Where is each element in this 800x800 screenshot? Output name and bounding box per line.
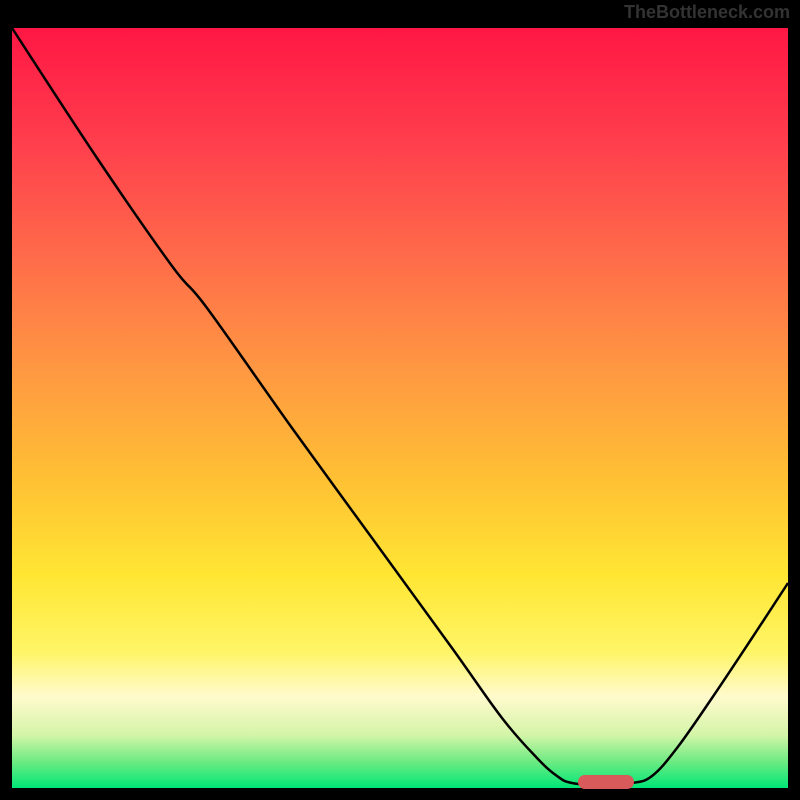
watermark-text: TheBottleneck.com <box>624 2 790 23</box>
chart-area <box>12 28 788 788</box>
optimal-marker <box>578 775 634 789</box>
performance-curve <box>12 28 788 788</box>
